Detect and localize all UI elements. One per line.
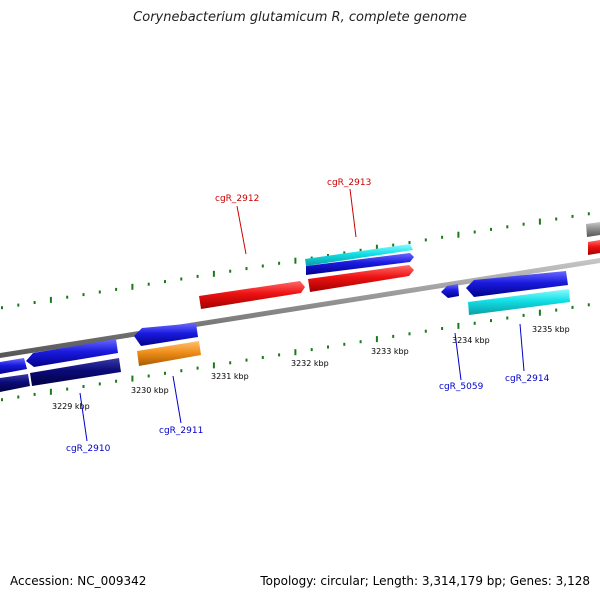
kbp-label-3229: 3229 kbp	[52, 402, 90, 411]
leader-cgR-2911	[172, 375, 182, 424]
topology-summary-text: Topology: circular; Length: 3,314,179 bp…	[260, 574, 590, 588]
gene-arrow-cgR-2912[interactable]	[199, 281, 305, 309]
gene-arrow-cgR-5059[interactable]	[441, 284, 459, 298]
leader-cgR-2914	[519, 323, 525, 372]
gene-arrow-cgR-2913[interactable]	[308, 265, 414, 292]
gene-label-cgR-2912[interactable]: cgR_2912	[215, 194, 259, 204]
gene-leader-lines	[79, 188, 525, 442]
leader-cgR-2912	[236, 205, 247, 255]
kbp-label-3232: 3232 kbp	[291, 359, 329, 368]
gene-arrow-cgR-2914-cds[interactable]	[468, 289, 570, 315]
leader-cgR-2910	[79, 392, 88, 442]
gene-arrow-offscreen-red[interactable]	[588, 240, 600, 255]
kbp-label-3231: 3231 kbp	[211, 372, 249, 381]
accession-text: Accession: NC_009342	[10, 574, 147, 588]
leader-cgR-2913	[349, 188, 357, 238]
gene-arrow-offscreen-gray[interactable]	[586, 222, 600, 237]
kbp-label-3233: 3233 kbp	[371, 347, 409, 356]
gene-arrow-left-edge[interactable]	[0, 358, 27, 374]
gene-arrow-left-edge-navy[interactable]	[0, 374, 30, 392]
gene-label-cgR-2911[interactable]: cgR_2911	[159, 426, 203, 436]
gene-arrow-cgR-2911[interactable]	[134, 323, 198, 346]
inner-tick-track	[1, 303, 590, 402]
map-title: Corynebacterium glutamicum R, complete g…	[133, 10, 467, 25]
gene-label-cgR-2913[interactable]: cgR_2913	[327, 178, 371, 188]
gene-label-cgR-5059[interactable]: cgR_5059	[439, 382, 484, 392]
gene-arrow-cgR-2910-cds[interactable]	[30, 358, 121, 386]
kbp-label-3235: 3235 kbp	[532, 325, 570, 334]
kbp-label-3234: 3234 kbp	[452, 336, 490, 345]
kbp-label-3230: 3230 kbp	[131, 386, 169, 395]
gene-arrow-cgR-2913-band[interactable]	[305, 244, 413, 266]
gene-arrow-cgR-2914[interactable]	[466, 271, 568, 297]
gene-arrow-cgR-2913-cds[interactable]	[306, 253, 414, 275]
outer-tick-track	[1, 212, 590, 310]
gene-arrow-cgR-2910[interactable]	[26, 339, 118, 367]
gene-labels: cgR_2912 cgR_2913 cgR_2910 cgR_2911 cgR_…	[66, 178, 550, 454]
gene-label-cgR-2914[interactable]: cgR_2914	[505, 374, 550, 384]
gene-arrow-cgR-2911-cds[interactable]	[137, 341, 201, 366]
kbp-tick-labels: 3229 kbp 3230 kbp 3231 kbp 3232 kbp 3233…	[52, 325, 570, 411]
gene-label-cgR-2910[interactable]: cgR_2910	[66, 444, 111, 454]
leader-cgR-5059	[454, 332, 462, 381]
